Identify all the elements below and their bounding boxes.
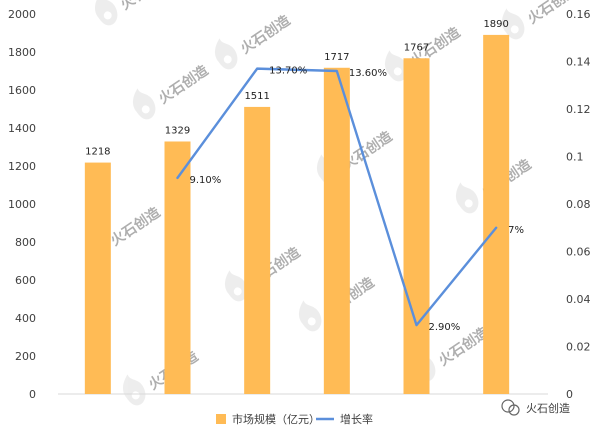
bar-value-label: 1717 — [324, 52, 349, 63]
left-axis-tick-label: 1800 — [8, 46, 36, 59]
bar-value-label: 1511 — [244, 91, 269, 102]
left-axis-tick-label: 0 — [29, 388, 36, 401]
line-series — [176, 67, 498, 327]
flame-icon — [132, 88, 156, 120]
line-value-label: 13.70% — [269, 66, 307, 77]
left-axis-tick-label: 800 — [15, 236, 36, 249]
bar-series — [84, 34, 510, 395]
bar-market-size — [244, 106, 271, 394]
bar-value-label: 1329 — [165, 125, 190, 136]
legend-line-label: 增长率 — [340, 412, 373, 426]
brand-watermark-text: 火石创造 — [526, 401, 570, 415]
flame-core-icon — [393, 67, 402, 76]
bar-value-label: 1767 — [404, 42, 429, 53]
flame-core-icon — [233, 287, 242, 296]
watermark-mark: 火石创造 — [132, 62, 211, 120]
watermark-text: 火石创造 — [155, 62, 211, 107]
flame-core-icon — [307, 317, 316, 326]
watermark-text: 火石创造 — [117, 0, 173, 13]
watermark-mark: 火石创造 — [214, 12, 293, 70]
line-value-label: 7% — [508, 225, 524, 236]
right-axis-tick-label: 0.1 — [566, 151, 584, 164]
wechat-icon — [501, 399, 515, 413]
bar-value-label: 1218 — [85, 147, 110, 158]
flame-icon — [224, 270, 248, 302]
right-axis-tick-label: 0.02 — [566, 341, 591, 354]
bar-data-labels: 1218 1329 1511 1717 1767 1890 — [85, 19, 509, 158]
legend-bar-swatch — [216, 414, 226, 424]
left-axis-tick-label: 400 — [15, 312, 36, 325]
left-axis-tick-label: 1600 — [8, 84, 36, 97]
flame-core-icon — [510, 25, 519, 34]
flame-icon — [384, 50, 408, 82]
flame-icon — [455, 182, 479, 214]
left-axis-tick-label: 1000 — [8, 198, 36, 211]
flame-core-icon — [103, 11, 112, 20]
bar-market-size — [323, 67, 350, 395]
left-axis-tick-label: 200 — [15, 350, 36, 363]
growth-rate-line — [176, 67, 498, 327]
flame-icon — [298, 300, 322, 332]
line-value-label: 13.60% — [349, 68, 387, 79]
right-axis-tick-label: 0.08 — [566, 198, 591, 211]
flame-icon — [122, 374, 146, 406]
bar-market-size — [84, 162, 111, 394]
flame-core-icon — [141, 105, 150, 114]
flame-icon — [501, 8, 525, 40]
flame-core-icon — [131, 391, 140, 400]
line-value-label: 2.90% — [429, 322, 461, 333]
watermark-text: 火石创造 — [237, 12, 293, 57]
watermark-mark: 火石创造 — [316, 128, 395, 186]
flame-core-icon — [223, 55, 232, 64]
bar-market-size — [483, 34, 510, 395]
right-axis-tick-label: 0.06 — [566, 246, 591, 259]
line-value-label: 9.10% — [190, 175, 222, 186]
legend-bar-label: 市场规模（亿元） — [232, 412, 320, 426]
left-axis-tick-label: 1200 — [8, 160, 36, 173]
left-axis: 0 200 400 600 800 1000 1200 1400 1600 1800 2000 — [8, 8, 548, 401]
left-axis-tick-label: 600 — [15, 274, 36, 287]
right-axis-tick-label: 0.16 — [566, 8, 591, 21]
right-axis: 0 0.02 0.04 0.06 0.08 0.1 0.12 0.14 0.16 — [566, 8, 591, 401]
right-axis-tick-label: 0.04 — [566, 293, 591, 306]
wechat-brand-badge: 火石创造 — [501, 399, 570, 416]
bar-value-label: 1890 — [483, 19, 508, 30]
right-axis-tick-label: 0 — [566, 388, 573, 401]
chart-legend: 市场规模（亿元） 增长率 — [216, 412, 373, 426]
left-axis-tick-label: 2000 — [8, 8, 36, 21]
right-axis-tick-label: 0.14 — [566, 56, 591, 69]
brand-watermark: 火石创造 — [501, 399, 570, 416]
flame-icon — [94, 0, 118, 26]
flame-core-icon — [464, 199, 473, 208]
left-axis-tick-label: 1400 — [8, 122, 36, 135]
bar-market-size — [164, 141, 191, 394]
right-axis-tick-label: 0.12 — [566, 103, 591, 116]
watermark-mark: 火石创造 — [94, 0, 173, 26]
wechat-icon-secondary — [508, 404, 520, 416]
line-data-labels: 9.10% 13.70% 13.60% 2.90% 7% — [190, 66, 525, 334]
watermark-text: 火石创造 — [107, 204, 163, 249]
flame-icon — [214, 38, 238, 70]
bar-market-size — [403, 58, 430, 395]
